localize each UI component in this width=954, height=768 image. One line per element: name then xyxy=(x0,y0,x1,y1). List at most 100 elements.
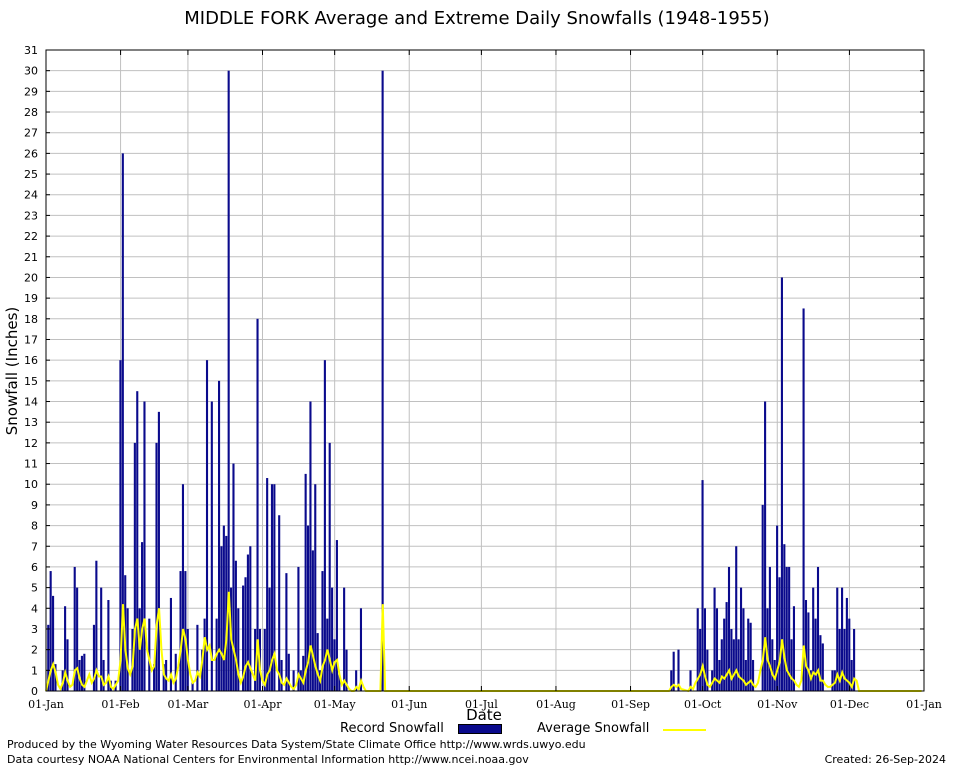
record-bar xyxy=(345,649,348,691)
y-tick-label: 29 xyxy=(24,85,38,98)
record-bar xyxy=(742,608,745,691)
record-bar xyxy=(121,153,124,692)
record-bar xyxy=(191,680,194,691)
y-tick-label: 3 xyxy=(31,623,38,636)
y-tick-label: 20 xyxy=(24,271,38,284)
y-tick-label: 23 xyxy=(24,209,38,222)
record-bar xyxy=(76,587,79,691)
record-bar xyxy=(321,571,324,691)
chart-title: MIDDLE FORK Average and Extreme Daily Sn… xyxy=(184,8,770,29)
record-bar xyxy=(821,643,824,691)
record-bar xyxy=(323,360,326,691)
x-tick-label: 01-Jan xyxy=(906,698,942,711)
record-bar xyxy=(174,653,177,691)
record-bar xyxy=(237,608,240,691)
record-bar xyxy=(720,639,723,691)
record-bar xyxy=(744,659,747,691)
record-bar xyxy=(246,554,249,691)
y-tick-label: 12 xyxy=(24,437,38,450)
record-bar xyxy=(311,550,314,691)
record-bar xyxy=(227,70,230,691)
record-bar xyxy=(102,659,105,691)
record-bar xyxy=(66,639,69,691)
record-bar xyxy=(153,664,156,691)
y-tick-label: 28 xyxy=(24,106,38,119)
record-bar xyxy=(220,546,223,691)
record-bar xyxy=(254,628,257,691)
record-bar xyxy=(735,546,738,691)
average-snowfall-line xyxy=(45,591,922,693)
record-bar xyxy=(181,484,185,691)
record-bar xyxy=(807,612,810,691)
record-bar xyxy=(783,544,786,691)
record-bar xyxy=(268,587,271,691)
record-bar xyxy=(699,628,702,691)
record-bar xyxy=(739,587,743,691)
record-bar xyxy=(804,600,808,691)
record-bar xyxy=(162,664,165,691)
record-bar xyxy=(752,659,755,691)
record-bar xyxy=(143,401,146,691)
record-bar xyxy=(52,595,55,691)
record-bar xyxy=(242,585,245,691)
record-bar xyxy=(677,649,680,691)
record-bar xyxy=(47,624,50,691)
x-tick-label: 01-Aug xyxy=(536,698,576,711)
record-bar xyxy=(107,600,110,691)
y-tick-label: 18 xyxy=(24,313,38,326)
record-bar xyxy=(292,670,295,691)
record-bar xyxy=(232,463,235,691)
x-tick-label: 01-Feb xyxy=(101,698,139,711)
record-bar xyxy=(280,659,283,691)
record-bar xyxy=(672,651,675,691)
record-bar xyxy=(737,639,740,691)
y-tick-label: 10 xyxy=(24,478,38,491)
legend-average-swatch xyxy=(663,729,706,731)
legend-average-label: Average Snowfall xyxy=(537,721,650,736)
plot-frame xyxy=(45,49,925,692)
record-bar xyxy=(785,566,788,691)
x-axis-label: Date xyxy=(466,706,502,724)
y-tick-label: 17 xyxy=(24,333,38,346)
y-tick-label: 5 xyxy=(31,582,38,595)
record-bar xyxy=(148,618,151,691)
record-bar xyxy=(157,411,160,691)
y-tick-label: 27 xyxy=(24,127,38,140)
record-bar xyxy=(169,597,172,691)
footer-created: Created: 26-Sep-2024 xyxy=(824,753,946,766)
x-tick-label: 01-Jul xyxy=(465,698,498,711)
record-bar xyxy=(838,628,841,691)
record-bar xyxy=(203,618,206,691)
record-bar xyxy=(730,628,733,691)
record-bar xyxy=(234,560,237,691)
record-bar xyxy=(723,618,726,691)
record-bar xyxy=(133,442,136,691)
y-tick-label: 22 xyxy=(24,230,38,243)
record-bar xyxy=(210,401,213,691)
y-tick-label: 6 xyxy=(31,561,38,574)
footer-courtesy: Data courtesy NOAA National Centers for … xyxy=(7,753,529,766)
record-bar xyxy=(196,624,199,691)
record-bar xyxy=(747,618,750,691)
record-bar xyxy=(343,587,346,691)
record-bar xyxy=(790,639,793,691)
x-tick-label: 01-Nov xyxy=(757,698,798,711)
x-tick-label: 01-Jan xyxy=(28,698,64,711)
record-bar xyxy=(316,633,319,691)
record-bar xyxy=(92,624,96,691)
legend-record-swatch xyxy=(458,724,502,734)
record-bar xyxy=(126,608,129,691)
record-bar xyxy=(80,655,83,691)
record-bar xyxy=(95,560,98,691)
record-bar xyxy=(141,542,144,691)
record-bar xyxy=(776,525,779,691)
footer-produced-by: Produced by the Wyoming Water Resources … xyxy=(7,738,586,751)
record-bar xyxy=(701,480,704,691)
record-bar xyxy=(816,566,820,691)
record-bar xyxy=(328,442,331,691)
record-bar xyxy=(788,566,791,691)
record-bar xyxy=(222,525,225,691)
record-bar xyxy=(326,618,329,691)
record-bar xyxy=(309,401,312,691)
record-bar xyxy=(802,308,805,691)
